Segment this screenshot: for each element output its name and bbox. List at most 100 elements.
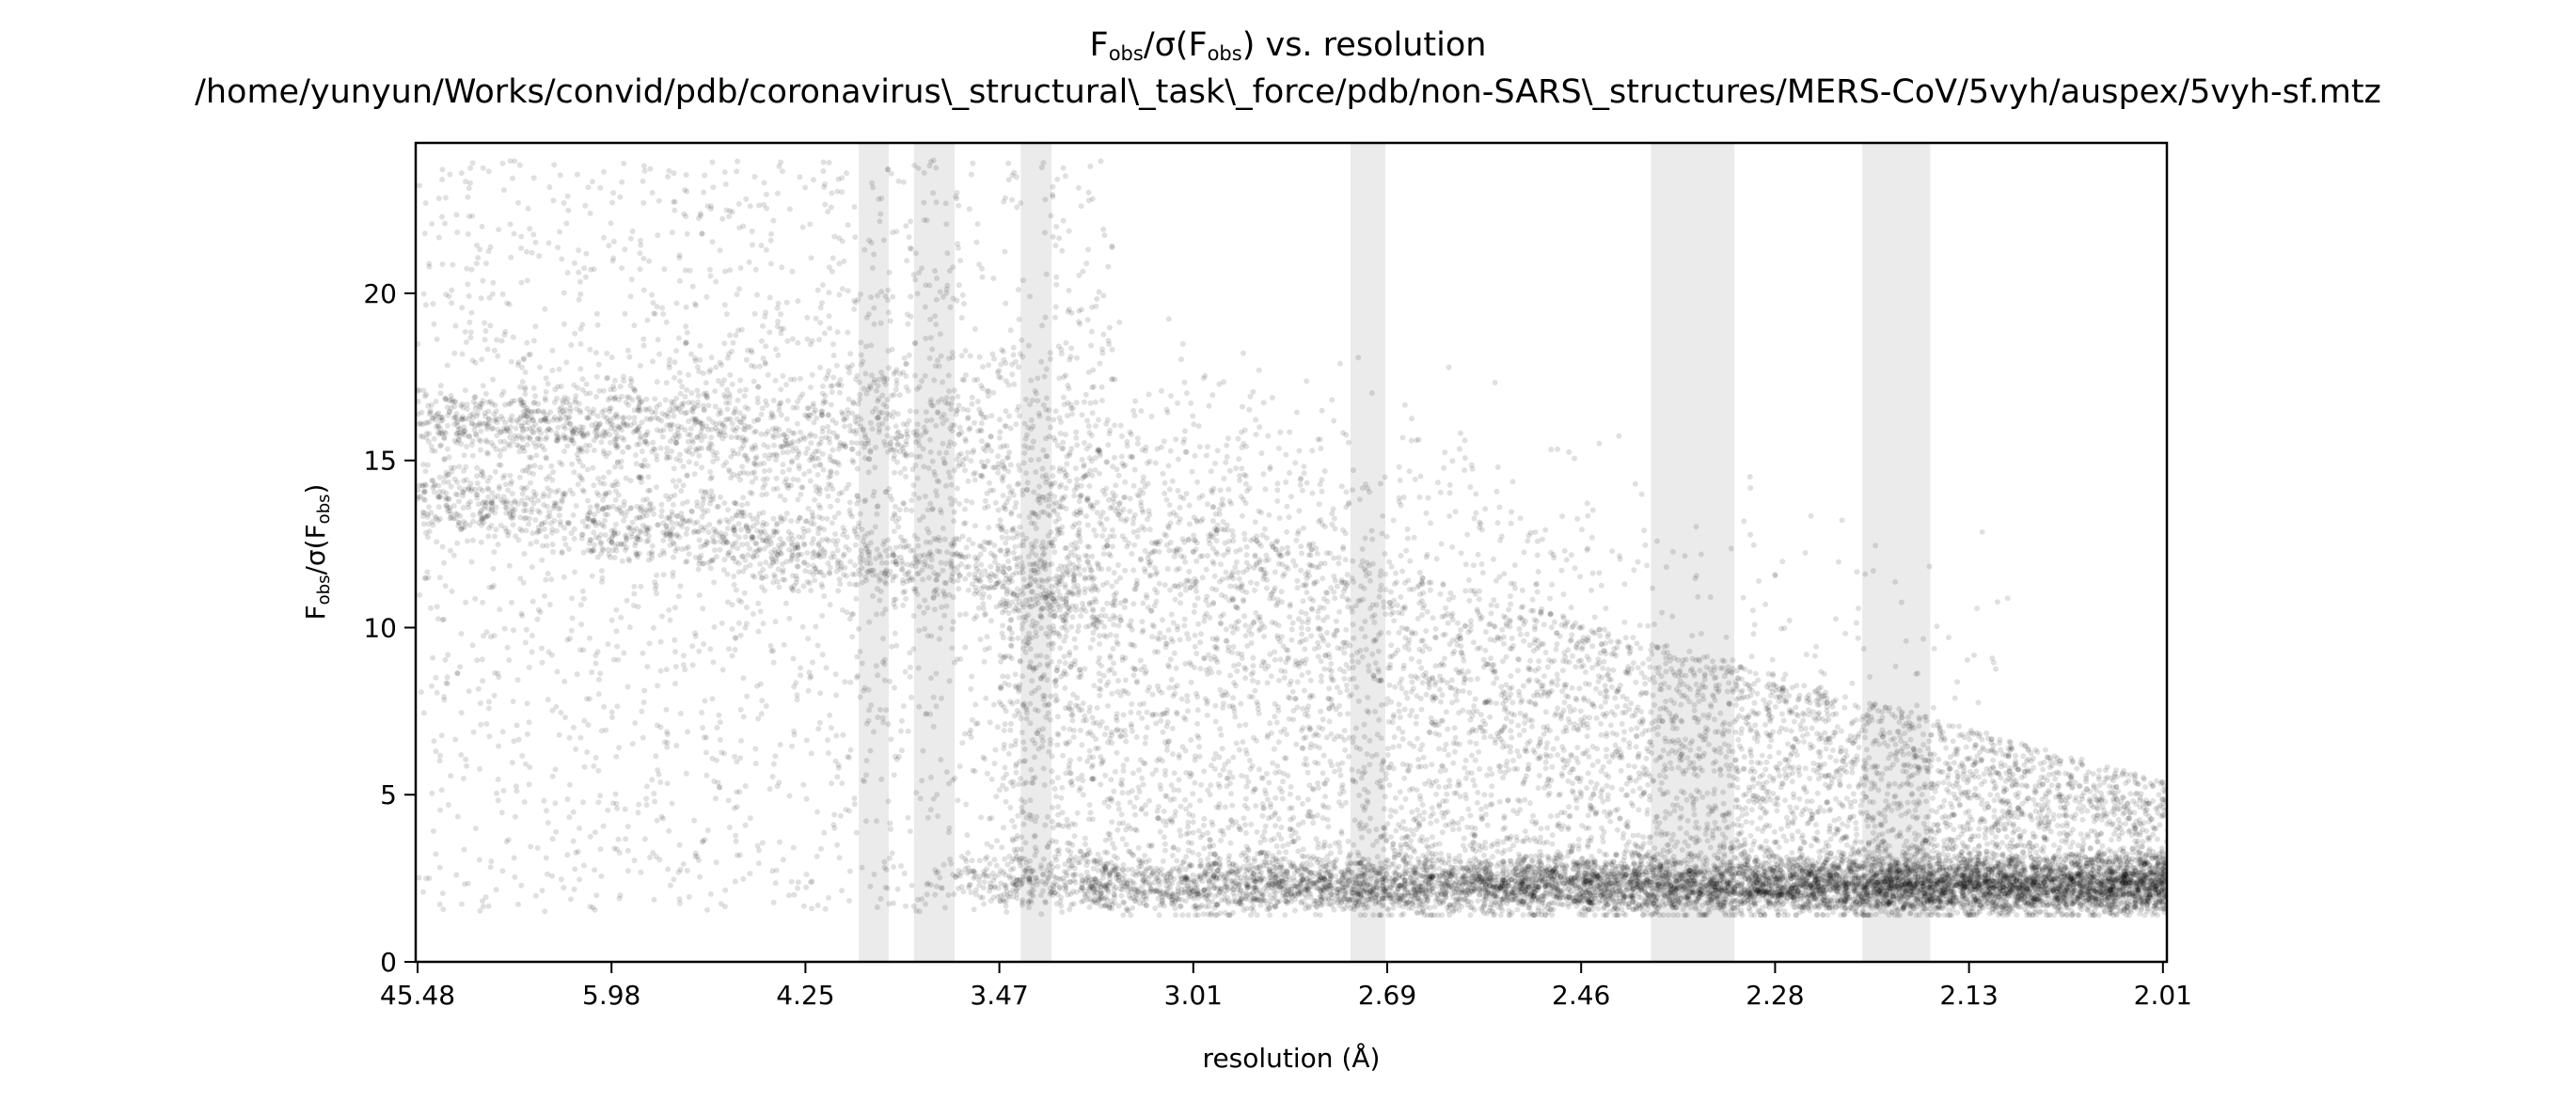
data-point	[1252, 587, 1257, 593]
data-point	[526, 469, 532, 476]
data-point	[830, 486, 836, 493]
data-point	[974, 399, 981, 404]
data-point	[830, 374, 837, 381]
data-point	[902, 465, 908, 472]
data-point	[785, 398, 791, 404]
data-point	[1417, 473, 1424, 480]
data-point	[1319, 521, 1325, 527]
data-point	[1462, 437, 1468, 444]
data-point	[566, 414, 573, 420]
data-point	[1663, 699, 1668, 704]
data-point	[836, 462, 842, 468]
data-point	[965, 407, 972, 414]
data-point	[1646, 656, 1652, 663]
data-point	[684, 526, 690, 532]
data-point	[1506, 606, 1512, 613]
data-point	[469, 452, 476, 459]
data-point	[971, 447, 977, 453]
data-point	[1449, 543, 1456, 550]
data-point	[1051, 501, 1057, 508]
data-point	[1177, 504, 1183, 511]
data-point	[922, 494, 928, 499]
data-point	[869, 372, 875, 379]
data-point	[1223, 459, 1229, 465]
data-point	[461, 452, 467, 459]
data-point	[474, 480, 481, 486]
data-point	[959, 457, 966, 464]
data-point	[670, 525, 676, 531]
data-point	[1721, 719, 1728, 726]
data-point	[1032, 387, 1038, 394]
data-point	[951, 518, 957, 525]
data-point	[461, 428, 467, 434]
data-point	[530, 489, 537, 495]
data-point	[843, 543, 849, 550]
data-point	[910, 429, 917, 435]
data-point	[951, 387, 957, 394]
data-point	[2170, 854, 2175, 859]
data-point	[1063, 506, 1069, 511]
data-point	[1527, 529, 1534, 536]
data-point	[846, 423, 853, 429]
data-point	[597, 541, 604, 547]
data-point	[1030, 423, 1036, 430]
data-point	[938, 559, 944, 566]
data-point	[937, 548, 943, 555]
data-point	[1111, 570, 1117, 576]
data-point	[867, 419, 874, 426]
data-point	[583, 442, 590, 448]
data-point	[495, 542, 501, 548]
data-point	[794, 557, 800, 563]
ice-ring-band-6	[1862, 143, 1931, 962]
data-point	[724, 406, 731, 413]
data-point	[1087, 586, 1094, 591]
data-point	[1241, 440, 1247, 447]
data-point	[893, 386, 899, 393]
data-point	[1588, 534, 1595, 541]
data-point	[585, 524, 592, 530]
data-point	[1467, 739, 1474, 746]
data-point	[1243, 488, 1250, 495]
data-point	[1216, 506, 1223, 512]
data-point	[772, 346, 779, 353]
data-point	[858, 423, 864, 430]
data-point	[823, 375, 830, 382]
data-point	[1854, 569, 1860, 575]
data-point	[695, 392, 702, 399]
data-point	[547, 409, 554, 416]
data-point	[1388, 563, 1395, 570]
data-point	[729, 381, 735, 387]
data-point	[485, 408, 492, 415]
data-point	[645, 474, 652, 480]
data-point	[1386, 558, 1393, 565]
data-point	[900, 445, 907, 451]
data-point	[897, 534, 904, 541]
data-point	[1340, 545, 1347, 552]
data-point	[1446, 481, 1453, 488]
data-point	[874, 511, 880, 517]
data-point	[1311, 581, 1318, 587]
data-point	[941, 536, 948, 543]
data-point	[1242, 480, 1249, 487]
data-point	[1276, 515, 1283, 522]
data-point	[1446, 490, 1453, 496]
data-point	[535, 401, 542, 407]
data-point	[474, 495, 481, 501]
data-point	[420, 521, 427, 527]
data-point	[819, 450, 826, 457]
data-point	[1529, 596, 1536, 603]
data-point	[699, 445, 705, 451]
data-point	[561, 425, 568, 432]
data-point	[1023, 396, 1029, 402]
data-point	[787, 440, 794, 447]
data-point	[1239, 465, 1245, 472]
data-point	[451, 437, 458, 444]
data-point	[828, 401, 834, 408]
data-point	[517, 416, 524, 421]
data-point	[740, 426, 747, 433]
data-point	[515, 501, 521, 507]
data-point	[830, 383, 836, 389]
data-point	[1411, 534, 1417, 541]
data-point	[740, 469, 747, 476]
data-point	[508, 401, 514, 407]
